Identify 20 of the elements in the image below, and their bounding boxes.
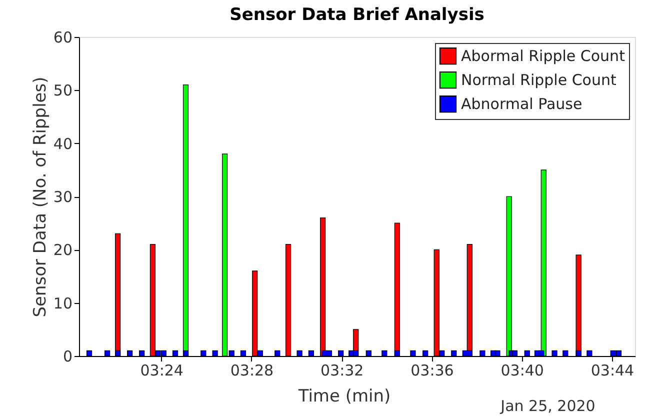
y-tick-label: 40: [53, 134, 72, 153]
y-axis-title: Sensor Data (No. of Ripples): [30, 76, 50, 318]
chart-title: Sensor Data Brief Analysis: [230, 5, 484, 25]
x-tick-label: 03:36: [410, 362, 454, 380]
legend-label: Abnormal Pause: [461, 95, 582, 113]
x-tick-label: 03:32: [320, 362, 364, 380]
y-tick-label: 50: [53, 82, 72, 100]
y-tick-label: 20: [53, 241, 72, 260]
y-tick-label: 0: [62, 348, 72, 366]
y-tick-label: 60: [53, 28, 72, 46]
y-tick-label: 10: [53, 294, 72, 312]
legend-label: Abormal Ripple Count: [461, 47, 626, 65]
x-tick-label: 03:24: [140, 362, 184, 380]
y-tick-label: 30: [53, 188, 72, 206]
x-tick-label: 03:28: [230, 362, 274, 380]
x-axis-title: Time (min): [297, 386, 391, 406]
x-tick-label: 03:44: [590, 362, 634, 380]
x-tick-label: 03:40: [500, 362, 544, 380]
legend-label: Normal Ripple Count: [461, 71, 616, 89]
text: Jan 25, 2020: [500, 397, 596, 415]
